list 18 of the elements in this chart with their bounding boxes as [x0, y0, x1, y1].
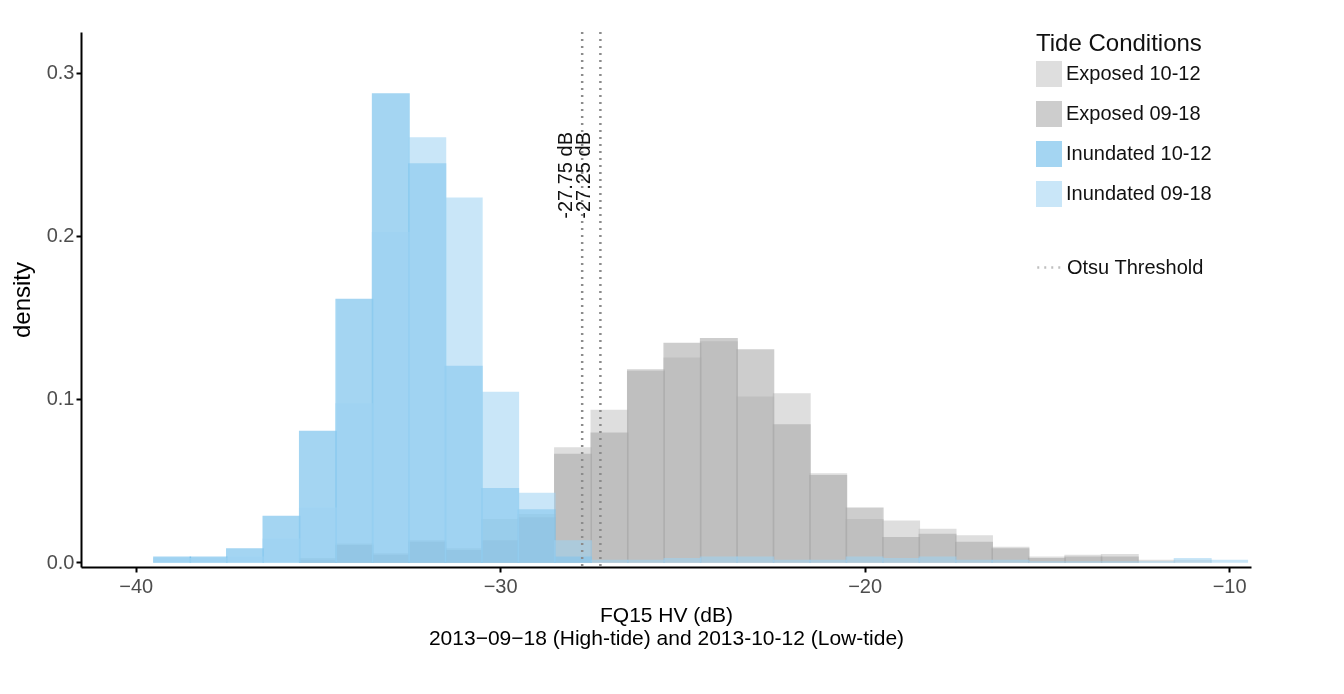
legend-label: Inundated 10-12: [1066, 142, 1212, 164]
legend-label: Exposed 09-18: [1066, 102, 1201, 124]
y-tick-label: 0.1: [46, 387, 75, 410]
legend-title: Tide Conditions: [1036, 29, 1202, 56]
x-tick-label: −40: [119, 574, 154, 597]
x-tick-label: −20: [848, 574, 883, 597]
x-tick-label: −30: [483, 574, 518, 597]
legend-label: Exposed 10-12: [1066, 62, 1201, 84]
x-tick-label: −10: [1212, 574, 1247, 597]
y-tick-label: 0.2: [46, 224, 75, 247]
annotation: Otsu Threshold: [1067, 255, 1204, 278]
text: 2013−09−18 (High-tide) and 2013-10-12 (Low-tide): [428, 625, 905, 649]
x-axis-title: FQ15 HV (dB): [599, 602, 734, 626]
ref-line-label: -27.25 dB: [572, 132, 595, 219]
y-axis-title: density: [7, 261, 35, 339]
y-tick-label: 0.3: [46, 61, 75, 84]
y-tick-label: 0.0: [46, 550, 75, 573]
legend-label: Inundated 09-18: [1066, 182, 1212, 204]
